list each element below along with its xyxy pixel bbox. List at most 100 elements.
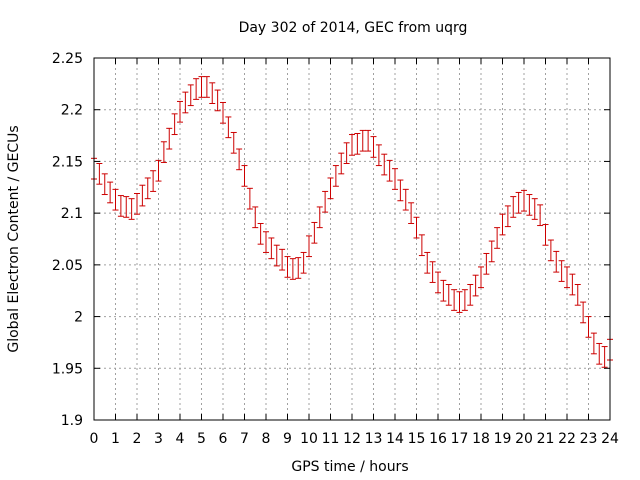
data-point: [547, 239, 554, 262]
data-point: [117, 195, 124, 217]
y-tick-label: 2: [74, 310, 83, 326]
data-point: [553, 250, 560, 273]
data-point: [349, 134, 355, 156]
data-point: [338, 152, 345, 175]
data-point: [166, 127, 173, 150]
x-tick-label: 5: [197, 431, 206, 447]
data-point: [268, 237, 275, 260]
data-point: [236, 148, 243, 171]
data-point: [467, 284, 474, 306]
data-point: [177, 100, 183, 123]
data-point: [558, 260, 565, 282]
data-point: [375, 144, 382, 167]
y-tick-label: 2.15: [52, 154, 83, 170]
data-point: [246, 187, 253, 210]
data-point: [311, 221, 318, 244]
data-point: [155, 159, 162, 182]
data-point: [386, 159, 393, 182]
y-tick-label: 2.05: [52, 258, 83, 274]
data-point: [494, 227, 501, 249]
x-tick-label: 6: [219, 431, 228, 447]
data-point: [96, 162, 103, 185]
data-point: [279, 248, 286, 271]
data-point: [392, 168, 398, 190]
data-point: [504, 205, 511, 228]
data-point: [483, 252, 490, 275]
data-point: [569, 273, 576, 296]
data-point: [144, 177, 151, 200]
x-tick-label: 13: [365, 431, 383, 447]
data-point: [284, 256, 291, 278]
data-point: [322, 190, 329, 213]
data-point: [123, 196, 130, 218]
data-point: [585, 316, 592, 338]
x-tick-label: 0: [90, 431, 99, 447]
data-point: [440, 279, 447, 302]
x-tick-label: 18: [472, 431, 490, 447]
data-point: [209, 82, 216, 105]
data-point: [214, 89, 221, 112]
data-point: [370, 136, 377, 158]
x-tick-label: 20: [515, 431, 533, 447]
y-axis-label: Global Electron Content / GECUs: [6, 125, 22, 352]
data-point: [408, 202, 415, 224]
data-point: [402, 188, 409, 211]
data-point: [456, 291, 463, 313]
data-point: [510, 196, 517, 218]
data-point: [327, 177, 334, 200]
data-point: [365, 129, 372, 152]
data-point: [225, 116, 232, 139]
data-point: [472, 274, 479, 297]
data-point: [564, 266, 570, 289]
data-point: [289, 258, 296, 280]
x-tick-labels: 0 1 2 3 4 5 6 7 8 9 10 11 12 13 14 15 16 17 18 19 20 21 22 23 24: [90, 58, 619, 447]
data-point: [451, 289, 458, 311]
y-tick-labels: 1.9 1.95 2 2.05 2.1 2.15 2.2 2.25: [52, 51, 610, 429]
data-point: [263, 231, 269, 253]
x-tick-label: 2: [133, 431, 142, 447]
data-point: [134, 192, 140, 215]
data-point: [230, 131, 237, 154]
data-point: [343, 142, 350, 164]
data-point: [359, 129, 366, 152]
data-point: [160, 141, 167, 163]
x-tick-label: 10: [300, 431, 318, 447]
data-point: [193, 78, 200, 100]
data-point: [397, 179, 404, 202]
data-point: [580, 301, 587, 324]
x-tick-label: 16: [429, 431, 447, 447]
data-point: [499, 213, 506, 236]
data-point: [435, 271, 441, 294]
x-tick-label: 12: [343, 431, 361, 447]
x-tick-label: 3: [154, 431, 163, 447]
data-point: [220, 101, 226, 124]
x-axis-label: GPS time / hours: [291, 459, 408, 475]
data-point: [203, 76, 210, 98]
data-point: [381, 153, 388, 176]
data-point: [182, 91, 189, 114]
grid-lines: [94, 58, 610, 420]
data-point: [139, 184, 146, 207]
data-point: [295, 257, 302, 279]
data-point: [531, 198, 538, 220]
data-point: [515, 191, 522, 214]
data-point: [257, 222, 264, 245]
y-tick-label: 2.2: [61, 103, 83, 119]
x-tick-label: 11: [322, 431, 340, 447]
chart-title: Day 302 of 2014, GEC from uqrg: [239, 20, 468, 36]
data-point: [112, 188, 119, 211]
data-point: [354, 133, 361, 155]
data-point: [107, 181, 114, 204]
data-point: [332, 165, 339, 187]
data-point: [187, 84, 194, 107]
x-tick-label: 9: [283, 431, 292, 447]
x-tick-label: 22: [558, 431, 576, 447]
data-point: [429, 261, 436, 283]
data-point: [150, 170, 157, 192]
data-point: [101, 173, 108, 196]
data-point: [601, 346, 608, 368]
x-tick-label: 7: [240, 431, 249, 447]
data-point: [300, 251, 307, 274]
x-tick-label: 23: [580, 431, 598, 447]
